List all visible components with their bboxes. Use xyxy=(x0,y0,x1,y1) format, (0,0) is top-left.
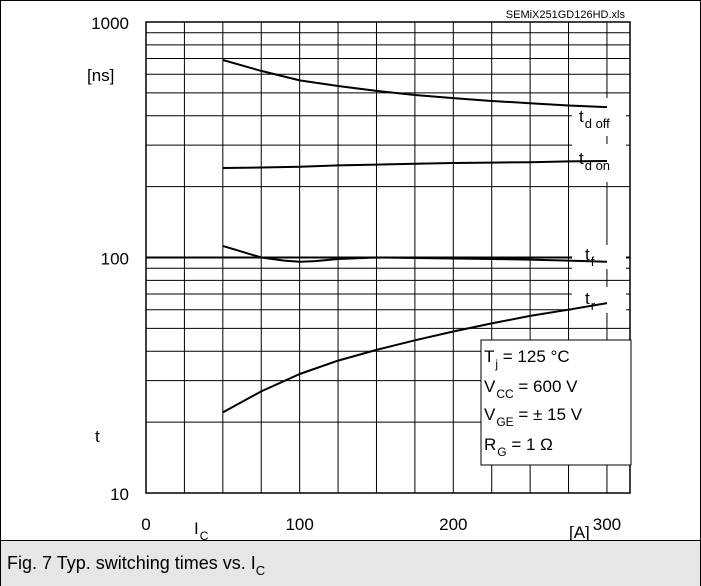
figure-caption: Fig. 7 Typ. switching times vs. IC xyxy=(1,540,700,586)
switching-times-chart: td off td on tf tr Tj = 125 °C VCC = 600 V VGE… xyxy=(87,9,632,540)
y-tick-label: 10 xyxy=(110,485,129,504)
series-label: td on xyxy=(579,149,610,173)
series-line xyxy=(222,160,608,169)
x-tick-label: 300 xyxy=(593,515,621,534)
series-label-background xyxy=(572,287,626,313)
x-tick-label: 0 xyxy=(141,515,150,534)
condition-line: VGE = ± 15 V xyxy=(484,405,583,429)
series-label-background xyxy=(572,144,626,182)
x-axis-unit: [A] xyxy=(569,523,590,540)
y-axis-unit: [ns] xyxy=(87,66,114,85)
series-label: tr xyxy=(585,289,596,313)
x-tick-label: 100 xyxy=(285,515,313,534)
series-line xyxy=(222,302,608,414)
plot-area xyxy=(145,21,631,494)
series-line xyxy=(222,59,608,109)
x-tick-label: 200 xyxy=(439,515,467,534)
y-axis-label: t xyxy=(95,427,100,446)
series-label: tf xyxy=(585,245,595,269)
series-label-background xyxy=(572,98,626,136)
series-line xyxy=(222,244,608,263)
caption-subscript: C xyxy=(255,563,266,578)
conditions-box xyxy=(480,339,632,466)
series-label: td off xyxy=(579,107,610,131)
condition-line: VCC = 600 V xyxy=(484,377,578,401)
x-axis-label: IC xyxy=(194,519,209,540)
condition-line: Tj = 125 °C xyxy=(484,347,570,371)
condition-line: RG = 1 Ω xyxy=(484,435,553,459)
caption-text: Fig. 7 Typ. switching times vs. IC xyxy=(7,553,266,578)
y-tick-label: 100 xyxy=(101,250,129,269)
series-label-background xyxy=(572,245,626,269)
source-file-label: SEMiX251GD126HD.xls xyxy=(506,9,626,21)
y-tick-label: 1000 xyxy=(91,14,129,33)
